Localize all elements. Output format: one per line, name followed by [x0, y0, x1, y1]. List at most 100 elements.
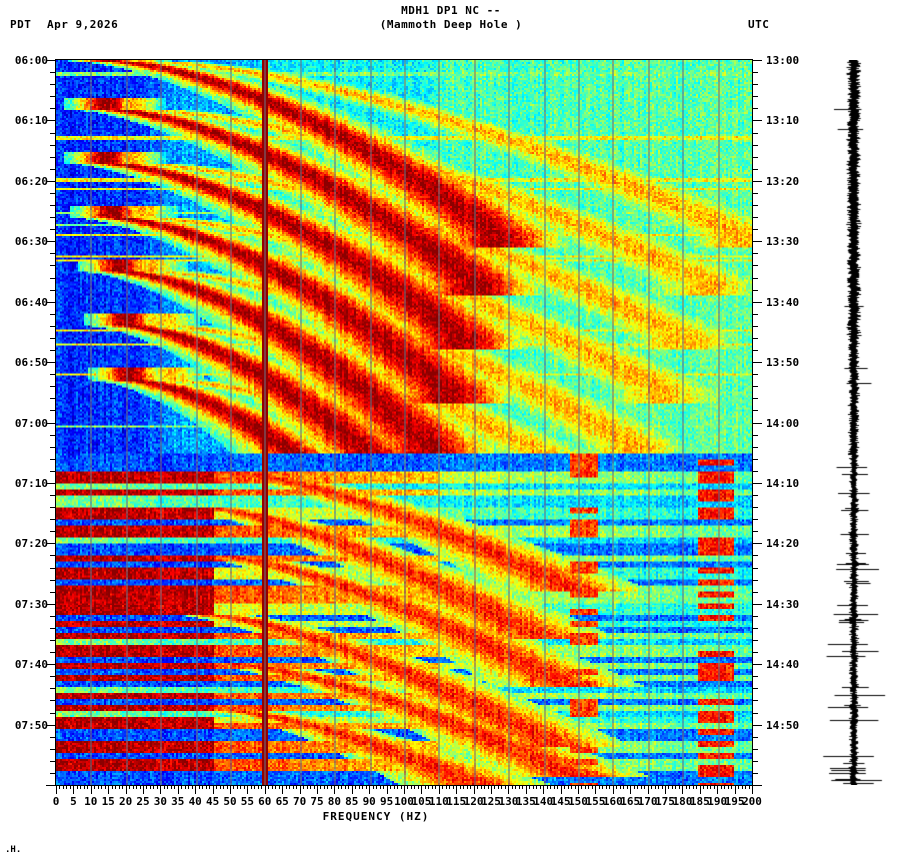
frequency-axis-label: 15: [101, 795, 115, 808]
frequency-axis-tick: [498, 785, 499, 789]
frequency-axis-label: 170: [637, 795, 658, 808]
frequency-axis-tick: [488, 785, 489, 789]
right-axis-tick: [752, 785, 762, 786]
frequency-axis-tick: [265, 785, 266, 794]
right-axis-label: 13:30: [766, 235, 800, 249]
frequency-axis-tick: [87, 785, 88, 789]
frequency-axis-tick: [543, 785, 544, 794]
frequency-axis-label: 125: [481, 795, 501, 808]
frequency-axis-label: 155: [585, 795, 606, 808]
frequency-axis-tick: [247, 785, 248, 794]
frequency-axis-tick: [192, 785, 193, 789]
frequency-axis-tick: [724, 785, 725, 789]
right-axis-tick: [752, 157, 758, 158]
right-axis-tick: [752, 314, 758, 315]
timezone-label-left: PDT: [10, 18, 32, 31]
date-label: Apr 9,2026: [47, 18, 119, 31]
right-axis-tick: [752, 278, 758, 279]
right-axis-tick: [752, 580, 758, 581]
right-axis-tick: [752, 737, 758, 738]
right-axis-tick: [752, 205, 758, 206]
seismogram-canvas: [808, 60, 900, 785]
frequency-axis-tick: [568, 785, 569, 789]
left-axis-tick: [50, 519, 56, 520]
frequency-axis-tick: [641, 785, 642, 789]
left-axis-tick: [50, 193, 56, 194]
frequency-axis-tick: [150, 785, 151, 789]
frequency-axis-tick: [387, 785, 388, 794]
frequency-axis-tick: [383, 785, 384, 789]
right-axis-tick: [752, 568, 758, 569]
frequency-axis-tick: [714, 785, 715, 789]
frequency-axis-label: 105: [411, 795, 432, 808]
frequency-axis-tick: [501, 785, 502, 789]
right-axis-tick: [752, 169, 758, 170]
frequency-axis-label: 80: [327, 795, 342, 808]
frequency-axis-tick: [613, 785, 614, 794]
right-axis-tick: [752, 459, 758, 460]
right-axis-label: 14:20: [766, 537, 800, 551]
frequency-axis-label: 195: [724, 795, 745, 808]
spectrogram-plot[interactable]: [56, 60, 752, 785]
left-axis-tick: [50, 108, 56, 109]
seismogram-trace-panel[interactable]: [808, 60, 900, 785]
frequency-axis-label: 65: [275, 795, 289, 808]
frequency-axis-tick: [735, 785, 736, 794]
corner-artifact: .H.: [5, 845, 22, 855]
frequency-axis-label: 160: [602, 795, 623, 808]
left-axis-tick: [50, 531, 56, 532]
right-axis-label: 14:00: [766, 416, 800, 430]
frequency-axis-label: 50: [223, 795, 237, 808]
left-axis-tick: [50, 471, 56, 472]
left-axis-tick: [46, 181, 56, 182]
timezone-label-right: UTC: [748, 18, 770, 31]
frequency-axis-tick: [362, 785, 363, 789]
frequency-axis-tick: [143, 785, 144, 794]
frequency-axis-tick: [275, 785, 276, 789]
frequency-axis-tick: [185, 785, 186, 789]
frequency-axis-tick: [547, 785, 548, 789]
left-axis-label: 06:30: [14, 235, 48, 249]
left-axis-label: 07:00: [14, 416, 48, 430]
left-axis-tick: [46, 785, 56, 786]
frequency-axis-tick: [300, 785, 301, 794]
left-axis-tick: [46, 483, 56, 484]
left-axis-tick: [46, 120, 56, 121]
frequency-axis-tick: [178, 785, 179, 794]
frequency-axis-tick: [439, 785, 440, 794]
frequency-axis-tick: [675, 785, 676, 789]
frequency-axis-tick: [505, 785, 506, 789]
frequency-axis-tick: [376, 785, 377, 789]
right-axis-tick: [752, 96, 758, 97]
frequency-axis-label: 140: [533, 795, 554, 808]
frequency-axis-tick: [425, 785, 426, 789]
frequency-axis-tick: [216, 785, 217, 789]
frequency-axis-tick: [314, 785, 315, 789]
frequency-axis-tick: [73, 785, 74, 794]
frequency-axis-tick: [345, 785, 346, 789]
right-axis-tick: [752, 241, 762, 242]
frequency-axis-tick: [397, 785, 398, 789]
frequency-axis-tick: [432, 785, 433, 789]
frequency-axis-tick: [703, 785, 704, 789]
right-axis-tick: [752, 447, 758, 448]
frequency-axis-tick: [491, 785, 492, 794]
frequency-axis-label: 130: [498, 795, 519, 808]
frequency-axis-label: 135: [515, 795, 536, 808]
left-axis-tick: [50, 205, 56, 206]
frequency-axis-tick: [630, 785, 631, 794]
frequency-axis-tick: [717, 785, 718, 794]
frequency-axis-tick: [414, 785, 415, 789]
frequency-axis-tick: [126, 785, 127, 794]
right-axis-tick: [752, 725, 762, 726]
frequency-axis-tick: [348, 785, 349, 789]
frequency-axis-tick: [662, 785, 663, 789]
left-axis-tick: [50, 507, 56, 508]
frequency-axis-label: 40: [188, 795, 202, 808]
right-axis-tick: [752, 773, 758, 774]
frequency-axis-tick: [550, 785, 551, 789]
right-axis-tick: [752, 350, 758, 351]
frequency-axis-tick: [738, 785, 739, 789]
frequency-axis-label: 165: [620, 795, 641, 808]
frequency-axis-tick: [112, 785, 113, 789]
